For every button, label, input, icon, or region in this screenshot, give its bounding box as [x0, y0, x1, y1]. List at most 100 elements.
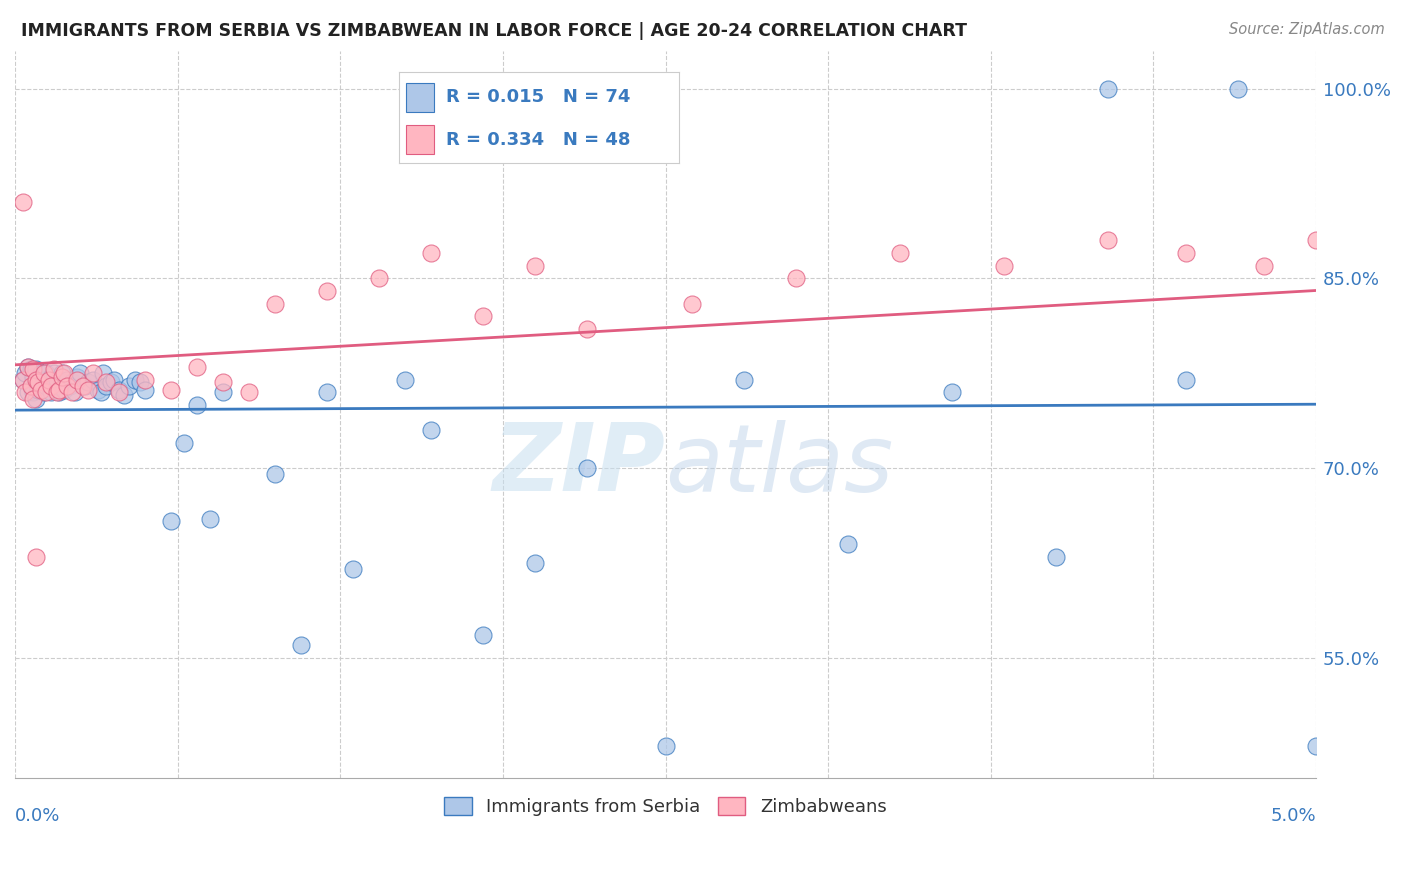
Point — [45, 385, 67, 400]
Point — [42, 366, 65, 380]
Point — [45, 373, 67, 387]
Text: 0.0%: 0.0% — [15, 807, 60, 825]
Point — [22, 392, 45, 406]
Point — [785, 271, 807, 285]
Point — [11, 373, 34, 387]
Point — [27, 383, 49, 397]
Point — [22, 385, 45, 400]
Point — [76, 375, 98, 389]
Point — [53, 366, 76, 380]
Point — [160, 514, 183, 528]
Text: Source: ZipAtlas.com: Source: ZipAtlas.com — [1229, 22, 1385, 37]
Point — [420, 423, 443, 437]
Point — [35, 385, 58, 400]
Point — [134, 383, 156, 397]
Point — [394, 373, 416, 387]
Point — [17, 359, 39, 374]
Point — [212, 375, 235, 389]
Point — [38, 373, 60, 387]
Point — [56, 373, 79, 387]
Point — [35, 366, 58, 380]
Point — [290, 638, 312, 652]
Text: 5.0%: 5.0% — [1271, 807, 1316, 825]
Point — [186, 398, 208, 412]
Point — [94, 375, 117, 389]
Point — [38, 375, 60, 389]
Point — [60, 385, 83, 400]
Point — [264, 296, 287, 310]
Point — [420, 246, 443, 260]
Text: ZIP: ZIP — [492, 419, 665, 511]
Point — [342, 562, 364, 576]
Point — [1227, 81, 1250, 95]
Point — [41, 385, 63, 400]
Point — [14, 385, 37, 400]
Point — [316, 385, 339, 400]
Point — [316, 284, 339, 298]
Point — [160, 383, 183, 397]
Point — [124, 373, 146, 387]
Point — [576, 461, 599, 475]
Point — [32, 373, 55, 387]
Point — [32, 366, 55, 380]
Point — [42, 375, 65, 389]
Point — [82, 366, 104, 380]
Point — [51, 366, 73, 380]
Point — [11, 195, 34, 210]
Legend: Immigrants from Serbia, Zimbabweans: Immigrants from Serbia, Zimbabweans — [437, 789, 894, 823]
Point — [1045, 549, 1067, 564]
Point — [11, 373, 34, 387]
Point — [681, 296, 703, 310]
Point — [90, 385, 112, 400]
Point — [733, 373, 755, 387]
Point — [129, 375, 152, 389]
Point — [53, 383, 76, 397]
Point — [66, 373, 89, 387]
Point — [1174, 373, 1197, 387]
Point — [66, 370, 89, 384]
Point — [103, 373, 125, 387]
Point — [30, 366, 52, 380]
Point — [17, 359, 39, 374]
Point — [75, 379, 97, 393]
Point — [30, 379, 52, 393]
Point — [35, 379, 58, 393]
Point — [51, 375, 73, 389]
Point — [576, 322, 599, 336]
Point — [108, 383, 131, 397]
Point — [63, 385, 86, 400]
Point — [186, 359, 208, 374]
Point — [1097, 234, 1119, 248]
Point — [56, 379, 79, 393]
Point — [134, 373, 156, 387]
Point — [14, 366, 37, 380]
Point — [173, 435, 195, 450]
Point — [1305, 234, 1327, 248]
Point — [24, 373, 46, 387]
Point — [472, 310, 495, 324]
Point — [24, 549, 46, 564]
Point — [27, 375, 49, 389]
Point — [72, 379, 94, 393]
Point — [48, 383, 70, 397]
Point — [889, 246, 911, 260]
Point — [30, 383, 52, 397]
Point — [837, 537, 859, 551]
Point — [48, 385, 70, 400]
Point — [993, 259, 1015, 273]
Point — [59, 379, 82, 393]
Point — [100, 375, 122, 389]
Point — [22, 362, 45, 376]
Point — [654, 739, 676, 754]
Point — [32, 385, 55, 400]
Point — [212, 385, 235, 400]
Point — [27, 373, 49, 387]
Point — [1253, 259, 1275, 273]
Point — [20, 379, 42, 393]
Point — [24, 392, 46, 406]
Point — [41, 370, 63, 384]
Point — [198, 512, 221, 526]
Point — [24, 362, 46, 376]
Point — [24, 375, 46, 389]
Point — [941, 385, 963, 400]
